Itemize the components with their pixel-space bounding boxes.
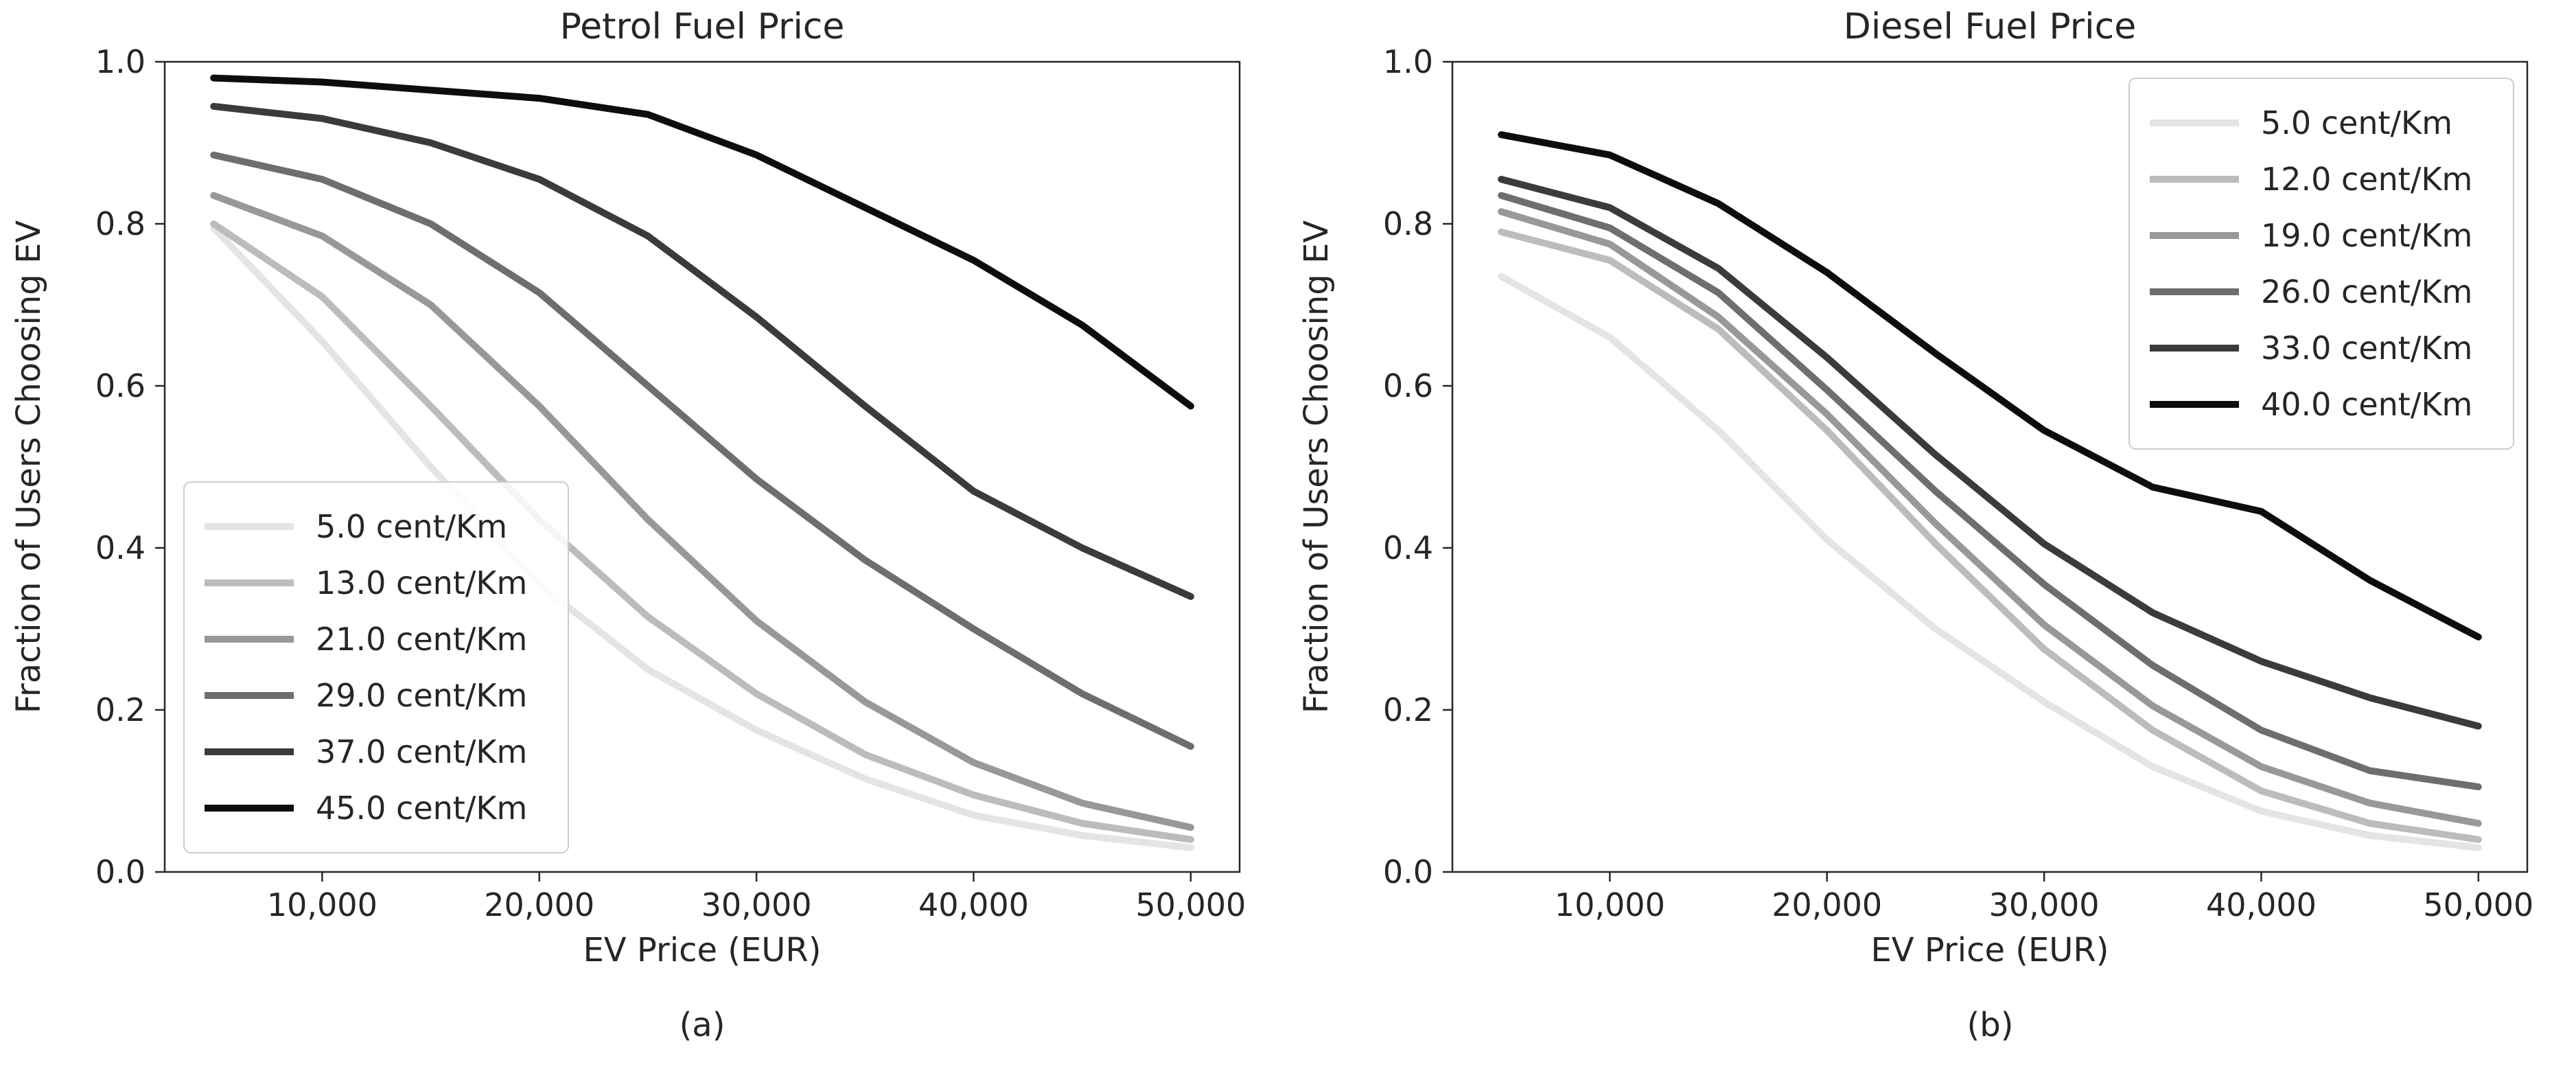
legend-label: 13.0 cent/Km	[316, 564, 527, 601]
caption-a: (a)	[679, 1006, 726, 1044]
x-tick-label: 10,000	[267, 886, 378, 923]
panel-petrol: 10,000 20,000 30,000 40,000 50,000 0.0 0.2 0.4 0…	[10, 6, 1246, 1044]
x-axis-label: EV Price (EUR)	[583, 931, 821, 969]
chart-title: Petrol Fuel Price	[560, 6, 845, 47]
legend-label: 40.0 cent/Km	[2261, 386, 2472, 423]
series-line	[210, 102, 1194, 600]
y-axis-label: Fraction of Users Choosing EV	[10, 220, 48, 714]
series-line	[210, 151, 1194, 750]
legend-label: 33.0 cent/Km	[2261, 330, 2472, 367]
y-tick-label: 0.2	[95, 691, 146, 728]
y-tick-label: 0.4	[95, 529, 146, 566]
y-tick-label: 0.2	[1383, 691, 1433, 728]
x-tick-label: 20,000	[1772, 886, 1882, 923]
caption-b: (b)	[1966, 1006, 2014, 1044]
y-tick-label: 0.8	[1383, 205, 1433, 242]
x-axis-label: EV Price (EUR)	[1870, 931, 2109, 969]
legend-label: 5.0 cent/Km	[316, 508, 507, 545]
x-tick-label: 10,000	[1555, 886, 1665, 923]
legend-label: 29.0 cent/Km	[316, 677, 527, 714]
series-line	[210, 74, 1194, 410]
chart-title: Diesel Fuel Price	[1844, 6, 2136, 47]
series-line	[1498, 176, 2482, 730]
series-line	[210, 192, 1194, 831]
legend-label: 19.0 cent/Km	[2261, 217, 2472, 254]
legend-box	[2128, 78, 2514, 450]
y-tick-label: 0.0	[1383, 853, 1433, 890]
series-line	[1498, 273, 2482, 851]
y-tick-label: 0.0	[95, 853, 146, 890]
plot-border	[163, 60, 1241, 873]
x-tick-label: 50,000	[2423, 886, 2533, 923]
series-line	[210, 224, 1194, 851]
y-axis-label: Fraction of Users Choosing EV	[1297, 220, 1336, 714]
series-line	[210, 220, 1194, 843]
legend-label: 37.0 cent/Km	[316, 733, 527, 770]
legend-label: 26.0 cent/Km	[2261, 273, 2472, 310]
y-tick-label: 1.0	[95, 43, 146, 80]
legend-label: 45.0 cent/Km	[316, 790, 527, 827]
x-tick-label: 30,000	[701, 886, 812, 923]
legend-label: 5.0 cent/Km	[2261, 104, 2452, 141]
y-tick-label: 0.4	[1383, 529, 1433, 566]
x-tick-label: 50,000	[1135, 886, 1246, 923]
x-tick-label: 30,000	[1989, 886, 2100, 923]
y-tick-label: 0.6	[95, 367, 146, 404]
series-line	[1498, 228, 2482, 843]
diesel-chart: 10,000 20,000 30,000 40,000 50,000 0.0 0.2 0.4 0…	[1297, 6, 2533, 969]
series-line	[1498, 192, 2482, 791]
y-tick-label: 0.8	[95, 205, 146, 242]
y-tick-label: 1.0	[1383, 43, 1433, 80]
legend-label: 12.0 cent/Km	[2261, 161, 2472, 198]
x-tick-label: 40,000	[2206, 886, 2317, 923]
x-tick-label: 40,000	[918, 886, 1029, 923]
x-tick-label: 20,000	[484, 886, 594, 923]
series-line	[1498, 208, 2482, 827]
series-line	[1498, 131, 2482, 641]
panel-diesel: 10,000 20,000 30,000 40,000 50,000 0.0 0.2 0.4 0…	[1288, 0, 2576, 1069]
petrol-chart: 10,000 20,000 30,000 40,000 50,000 0.0 0.2 0.4 0…	[10, 6, 1246, 969]
legend-label: 21.0 cent/Km	[316, 621, 527, 658]
y-tick-label: 0.6	[1383, 367, 1433, 404]
legend-box	[183, 481, 569, 853]
plot-border	[1451, 60, 2529, 873]
